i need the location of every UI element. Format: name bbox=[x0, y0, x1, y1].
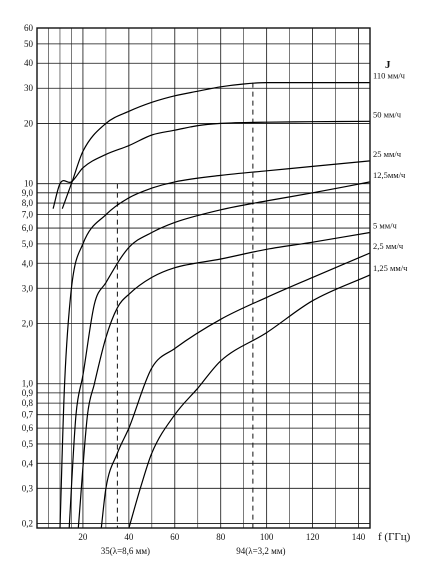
y-tick-label: 40 bbox=[24, 58, 34, 68]
x-tick-label: 20 bbox=[78, 532, 88, 542]
y-axis-title: J bbox=[385, 59, 391, 71]
x-axis-title: f (ГГц) bbox=[378, 531, 411, 543]
series-label: 50 мм/ч bbox=[373, 109, 402, 119]
y-tick-label: 6,0 bbox=[22, 223, 34, 233]
y-tick-label: 50 bbox=[24, 39, 34, 49]
series-line bbox=[61, 81, 370, 209]
x-tick-label: 80 bbox=[216, 532, 226, 542]
y-tick-label: 0,5 bbox=[22, 439, 34, 449]
y-tick-label: 0,9 bbox=[22, 388, 34, 398]
y-tick-label: 60 bbox=[24, 23, 34, 33]
series-line bbox=[100, 252, 371, 529]
x-tick-label: 140 bbox=[352, 532, 366, 542]
series-line bbox=[52, 120, 371, 209]
y-tick-label: 0,2 bbox=[22, 519, 33, 529]
series-label: 5 мм/ч bbox=[373, 221, 397, 231]
frequency-marker-label: 35(λ=8,6 мм) bbox=[101, 546, 150, 556]
y-tick-label: 1,0 bbox=[22, 379, 34, 389]
y-tick-label: 20 bbox=[24, 118, 34, 128]
series-label: 1,25 мм/ч bbox=[373, 263, 408, 273]
series-line bbox=[128, 274, 371, 529]
y-tick-label: 0,3 bbox=[22, 483, 34, 493]
y-tick-label: 7,0 bbox=[22, 210, 34, 220]
x-tick-label: 100 bbox=[260, 532, 274, 542]
y-tick-label: 0,4 bbox=[22, 458, 34, 468]
y-tick-label: 5,0 bbox=[22, 239, 34, 249]
x-tick-label: 40 bbox=[124, 532, 134, 542]
series-line bbox=[59, 160, 371, 529]
y-tick-label: 0,6 bbox=[22, 423, 34, 433]
y-tick-label: 8,0 bbox=[22, 198, 34, 208]
plot-frame bbox=[36, 27, 371, 529]
y-tick-label: 30 bbox=[24, 83, 34, 93]
y-tick-label: 0,8 bbox=[22, 398, 34, 408]
series-label: 110 мм/ч bbox=[373, 71, 406, 81]
series-label: 12,5мм/ч bbox=[373, 170, 406, 180]
y-tick-label: 0,7 bbox=[22, 410, 34, 420]
y-tick-label: 2,0 bbox=[22, 318, 34, 328]
marker-layer bbox=[116, 82, 254, 528]
y-tick-label: 4,0 bbox=[22, 258, 34, 268]
series-label: 25 мм/ч bbox=[373, 149, 402, 159]
x-tick-label: 60 bbox=[170, 532, 180, 542]
series-line bbox=[77, 231, 371, 529]
series-layer bbox=[52, 81, 371, 529]
y-tick-label: 3,0 bbox=[22, 283, 34, 293]
label-layer: 0,2 0,3 0,4 0,5 0,6 0,7 0,80,91,0 2,0 3,0 4,0 5,0 6… bbox=[22, 23, 408, 556]
frequency-marker-label: 94(λ=3,2 мм) bbox=[236, 546, 285, 556]
y-tick-label: 10 bbox=[24, 179, 34, 189]
series-label: 2,5 мм/ч bbox=[373, 241, 404, 251]
series-line bbox=[68, 181, 371, 529]
y-tick-label: 9,0 bbox=[22, 188, 34, 198]
x-tick-label: 120 bbox=[306, 532, 320, 542]
grid-layer bbox=[37, 27, 370, 528]
